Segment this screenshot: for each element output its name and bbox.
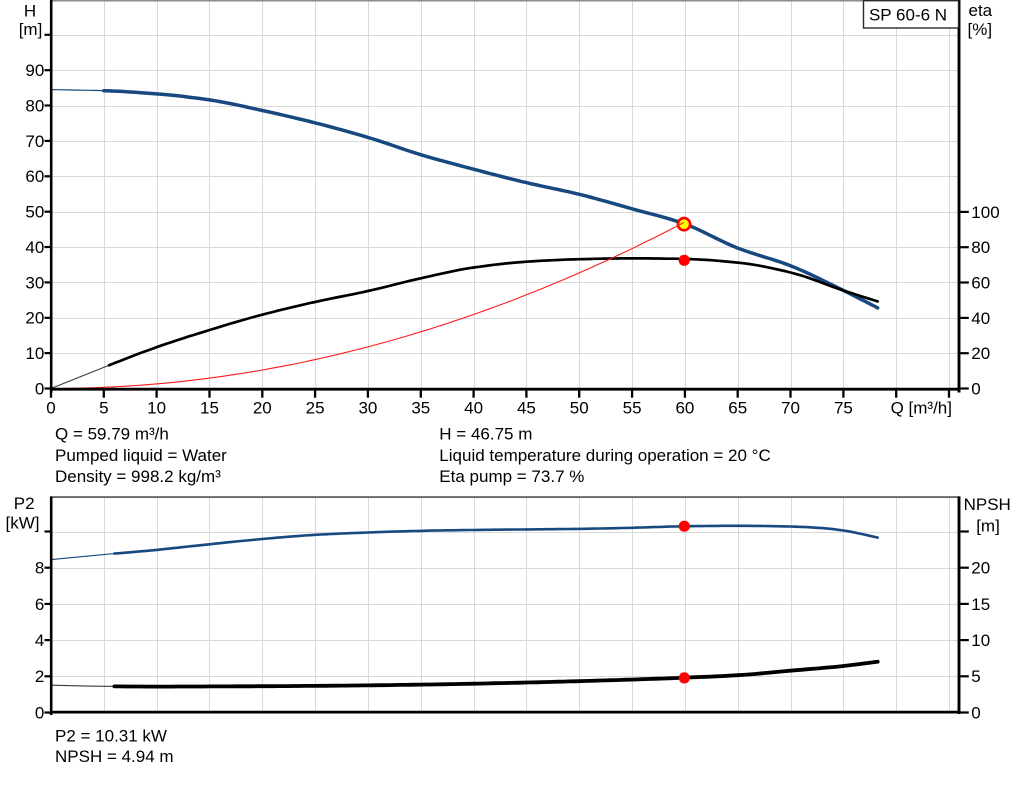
svg-text:30: 30 <box>358 398 377 417</box>
svg-text:15: 15 <box>200 398 219 417</box>
svg-text:Q = 59.79 m³/h: Q = 59.79 m³/h <box>55 425 169 444</box>
svg-text:6: 6 <box>35 595 44 614</box>
svg-text:Eta pump = 73.7 %: Eta pump = 73.7 % <box>439 467 584 486</box>
svg-text:10: 10 <box>147 398 166 417</box>
svg-text:45: 45 <box>517 398 536 417</box>
svg-text:20: 20 <box>971 559 990 578</box>
svg-text:65: 65 <box>728 398 747 417</box>
svg-text:10: 10 <box>25 344 44 363</box>
svg-text:P2 = 10.31 kW: P2 = 10.31 kW <box>55 727 167 746</box>
svg-text:0: 0 <box>35 379 44 398</box>
svg-text:NPSH: NPSH <box>964 495 1011 514</box>
svg-text:SP 60-6 N: SP 60-6 N <box>869 5 947 24</box>
svg-text:80: 80 <box>25 96 44 115</box>
svg-text:20: 20 <box>253 398 272 417</box>
svg-text:0: 0 <box>971 703 980 722</box>
svg-text:100: 100 <box>971 203 999 222</box>
svg-text:60: 60 <box>25 167 44 186</box>
svg-text:80: 80 <box>971 238 990 257</box>
svg-text:Liquid temperature during oper: Liquid temperature during operation = 20… <box>439 446 770 465</box>
svg-text:40: 40 <box>971 309 990 328</box>
svg-text:60: 60 <box>675 398 694 417</box>
svg-text:15: 15 <box>971 595 990 614</box>
svg-text:4: 4 <box>35 631 44 650</box>
svg-text:[m]: [m] <box>19 20 43 39</box>
svg-text:2: 2 <box>35 667 44 686</box>
svg-text:50: 50 <box>570 398 589 417</box>
svg-text:[kW]: [kW] <box>6 513 40 532</box>
svg-text:0: 0 <box>46 398 55 417</box>
svg-text:50: 50 <box>25 203 44 222</box>
svg-text:Pumped liquid = Water: Pumped liquid = Water <box>55 446 227 465</box>
svg-text:90: 90 <box>25 61 44 80</box>
svg-text:H: H <box>24 2 36 21</box>
svg-text:[%]: [%] <box>968 20 993 39</box>
svg-text:30: 30 <box>25 273 44 292</box>
svg-text:P2: P2 <box>14 494 35 513</box>
svg-text:70: 70 <box>781 398 800 417</box>
svg-text:5: 5 <box>971 667 980 686</box>
svg-text:40: 40 <box>464 398 483 417</box>
svg-text:70: 70 <box>25 132 44 151</box>
svg-text:10: 10 <box>971 631 990 650</box>
svg-text:eta: eta <box>969 1 993 20</box>
svg-text:40: 40 <box>25 238 44 257</box>
svg-text:[m]: [m] <box>976 517 1000 536</box>
svg-text:0: 0 <box>35 703 44 722</box>
svg-text:0: 0 <box>971 379 980 398</box>
svg-text:8: 8 <box>35 559 44 578</box>
svg-text:NPSH = 4.94 m: NPSH = 4.94 m <box>55 747 174 766</box>
svg-text:5: 5 <box>99 398 108 417</box>
svg-text:20: 20 <box>25 309 44 328</box>
svg-text:Q [m³/h]: Q [m³/h] <box>891 398 952 417</box>
svg-text:25: 25 <box>306 398 325 417</box>
svg-text:60: 60 <box>971 273 990 292</box>
svg-text:75: 75 <box>834 398 853 417</box>
svg-text:Density = 998.2 kg/m³: Density = 998.2 kg/m³ <box>55 467 221 486</box>
svg-text:20: 20 <box>971 344 990 363</box>
svg-text:35: 35 <box>411 398 430 417</box>
svg-text:55: 55 <box>623 398 642 417</box>
svg-text:H = 46.75 m: H = 46.75 m <box>439 425 532 444</box>
